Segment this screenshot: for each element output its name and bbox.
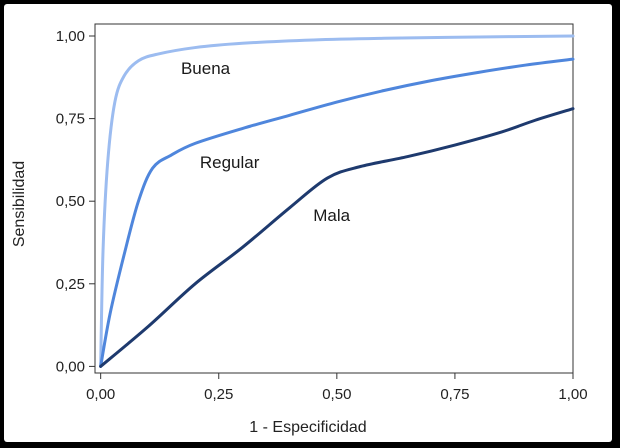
labels-layer: Buena Regular Mala — [181, 59, 351, 225]
series-label-mala: Mala — [313, 206, 350, 225]
series-line-regular — [99, 57, 575, 368]
series-line-mala — [99, 107, 575, 368]
series-layer — [99, 34, 575, 368]
x-axis-title: 1 - Especificidad — [249, 419, 366, 436]
x-tick-label: 0,25 — [204, 386, 233, 403]
y-tick-label: 0,25 — [56, 276, 85, 293]
y-tick-label: 0,50 — [56, 193, 85, 210]
chart-axes: 0,00 0,25 0,50 0,75 1,00 0,00 0,25 0,50 0,75 1,00 — [56, 23, 588, 403]
series-label-regular: Regular — [200, 153, 260, 172]
y-tick-label: 1,00 — [56, 28, 85, 45]
y-axis-title: Sensibilidad — [11, 161, 28, 247]
x-tick-label: 0,50 — [322, 386, 351, 403]
x-tick-label: 0,00 — [86, 386, 115, 403]
y-tick-label: 0,00 — [56, 358, 85, 375]
series-label-buena: Buena — [181, 59, 231, 78]
plot-frame — [94, 23, 574, 374]
x-tick-label: 0,75 — [440, 386, 469, 403]
y-tick-label: 0,75 — [56, 111, 85, 128]
roc-chart: 0,00 0,25 0,50 0,75 1,00 0,00 0,25 0,50 0,75 1,00… — [11, 23, 588, 436]
x-tick-label: 1,00 — [558, 386, 587, 403]
series-line-buena — [99, 34, 575, 368]
chart-frame: 0,00 0,25 0,50 0,75 1,00 0,00 0,25 0,50 0,75 1,00… — [4, 4, 612, 442]
